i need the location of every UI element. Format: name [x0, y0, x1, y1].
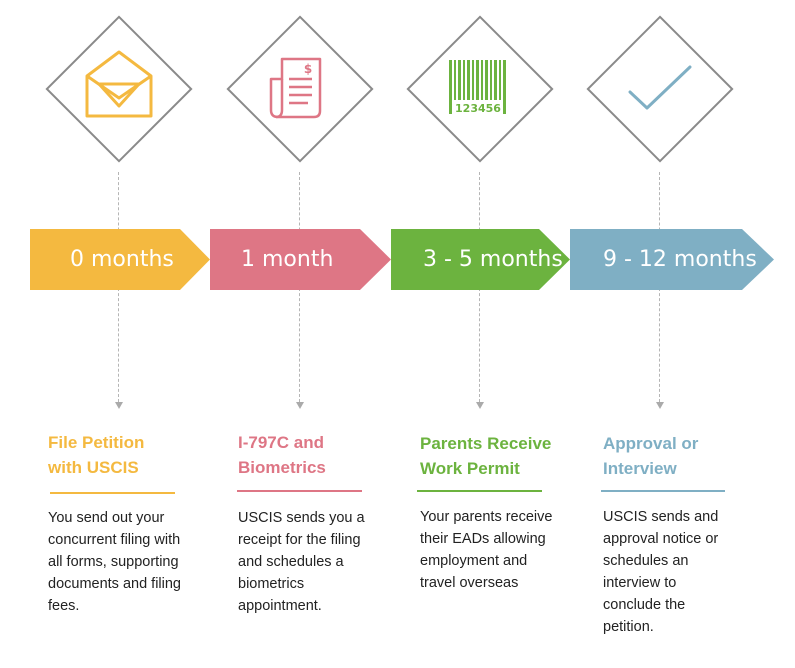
step-2-underline	[237, 490, 362, 492]
step-4-desc-line: interview to	[603, 575, 677, 591]
step-1-title: File Petition with USCIS	[48, 430, 144, 480]
step-1-underline	[50, 492, 175, 494]
step-3-description: Your parents receive their EADs allowing…	[420, 506, 552, 594]
period-label-4: 9 - 12 months	[603, 247, 757, 272]
svg-text:$: $	[304, 62, 312, 76]
step-4-desc-line: USCIS sends and	[603, 509, 719, 525]
step-2-title-line1: I-797C and	[238, 433, 324, 452]
step-4-title-line2: Interview	[603, 459, 677, 478]
timeline-band-4	[570, 229, 774, 290]
step-2-desc-line: biometrics	[238, 576, 305, 592]
step-1-desc-line: all forms, supporting	[48, 554, 179, 570]
period-label-2: 1 month	[241, 247, 334, 272]
step-1-description: You send out your concurrent filing with…	[48, 507, 181, 617]
step-1-desc-line: You send out your	[48, 510, 165, 526]
step-1-desc-line: concurrent filing with	[48, 532, 181, 548]
step-4-description: USCIS sends and approval notice or sched…	[603, 506, 718, 638]
step-2-desc-line: receipt for the filing	[238, 532, 361, 548]
step-3-desc-line: their EADs allowing	[420, 531, 546, 547]
step-3-arrowhead	[476, 402, 484, 409]
step-4-desc-line: conclude the	[603, 597, 686, 613]
step-3-title-line2: Work Permit	[420, 459, 520, 478]
step-4-underline	[601, 490, 725, 492]
step-3-desc-line: Your parents receive	[420, 509, 553, 525]
barcode-number: 123456	[455, 102, 501, 114]
step-2-description: USCIS sends you a receipt for the filing…	[238, 507, 365, 617]
period-label-1: 0 months	[70, 247, 174, 272]
step-4-title: Approval or Interview	[603, 431, 698, 481]
step-2-title: I-797C and Biometrics	[238, 430, 326, 480]
step-4-desc-line: schedules an	[603, 553, 689, 569]
step-1-desc-line: documents and filing	[48, 576, 181, 592]
step-4-title-line1: Approval or	[603, 434, 699, 453]
step-3-title-line1: Parents Receive	[420, 434, 552, 453]
document-icon: $	[269, 57, 322, 119]
timeline-band-1	[30, 229, 210, 290]
step-3-title: Parents Receive Work Permit	[420, 431, 551, 481]
step-1-desc-line: fees.	[48, 598, 80, 614]
checkmark-icon	[628, 65, 692, 110]
envelope-icon	[85, 50, 153, 118]
step-4-desc-line: approval notice or	[603, 531, 719, 547]
timeline-band-3	[391, 229, 570, 290]
timeline-band-2	[210, 229, 391, 290]
step-4-desc-line: petition.	[603, 619, 654, 635]
step-1-arrowhead	[115, 402, 123, 409]
step-1-title-line2: with USCIS	[48, 458, 139, 477]
step-3-desc-line: employment and	[420, 553, 528, 569]
step-2-desc-line: USCIS sends you a	[238, 510, 365, 526]
step-4-arrowhead	[656, 402, 664, 409]
period-label-3: 3 - 5 months	[423, 247, 563, 272]
barcode-icon: 123456	[449, 60, 506, 114]
step-3-underline	[417, 490, 542, 492]
step-2-desc-line: appointment.	[238, 598, 322, 614]
step-2-title-line2: Biometrics	[238, 458, 326, 477]
step-1-title-line1: File Petition	[48, 433, 145, 452]
step-3-desc-line: travel overseas	[420, 575, 519, 591]
step-2-desc-line: and schedules a	[238, 554, 344, 570]
step-2-arrowhead	[296, 402, 304, 409]
